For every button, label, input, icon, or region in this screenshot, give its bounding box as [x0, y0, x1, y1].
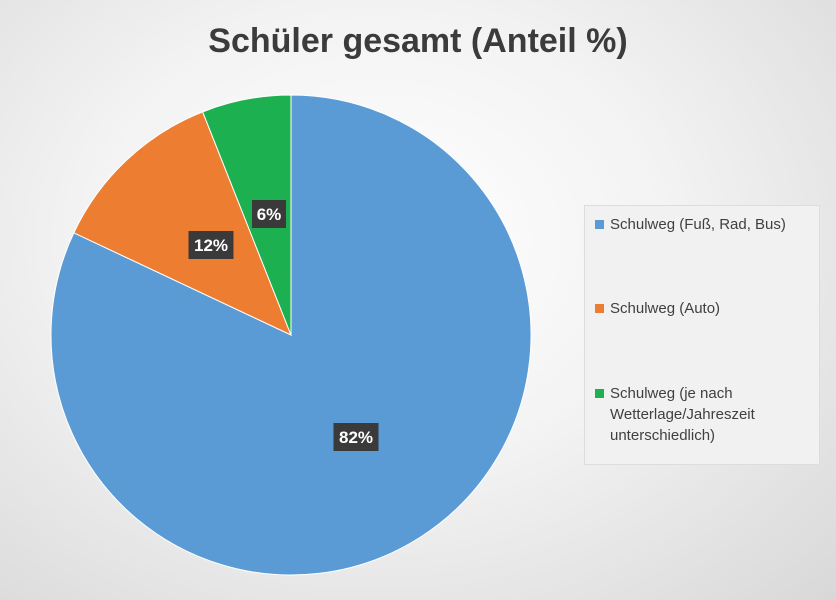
legend-label-line: Schulweg (je nach [610, 385, 733, 402]
legend-label-wetterlage: Schulweg (je nach Wetterlage/Jahreszeit … [610, 383, 755, 446]
data-label-auto: 12% [188, 231, 234, 259]
legend-item-auto: Schulweg (Auto) [595, 298, 813, 319]
data-label-text: 12% [194, 236, 228, 255]
chart-title: Schüler gesamt (Anteil %) [208, 22, 628, 60]
legend-swatch-fuss-rad-bus [595, 220, 604, 229]
data-label-fuss-rad-bus: 82% [333, 423, 379, 451]
data-label-box [333, 423, 379, 451]
legend-label-auto: Schulweg (Auto) [610, 298, 720, 319]
data-label-wetterlage: 6% [252, 200, 286, 228]
legend-label-line: Schulweg (Fuß, Rad, Bus) [610, 216, 786, 233]
pie-slice-auto [73, 111, 292, 336]
pie-slice-wetterlage [202, 94, 292, 336]
legend: Schulweg (Fuß, Rad, Bus) Schulweg (Auto)… [584, 205, 820, 465]
legend-label-fuss-rad-bus: Schulweg (Fuß, Rad, Bus) [610, 214, 786, 235]
legend-swatch-wetterlage [595, 389, 604, 398]
legend-item-fuss-rad-bus: Schulweg (Fuß, Rad, Bus) [595, 214, 813, 235]
legend-item-wetterlage: Schulweg (je nach Wetterlage/Jahreszeit … [595, 383, 813, 446]
pie-slice-fuss-rad-bus [50, 94, 532, 576]
legend-label-line: Wetterlage/Jahreszeit [610, 406, 755, 423]
data-label-text: 82% [339, 428, 373, 447]
legend-swatch-auto [595, 304, 604, 313]
data-label-text: 6% [257, 205, 282, 224]
legend-label-line: unterschiedlich) [610, 427, 716, 444]
legend-label-line: Schulweg (Auto) [610, 300, 721, 317]
data-label-box [252, 200, 286, 228]
data-label-box [188, 231, 234, 259]
